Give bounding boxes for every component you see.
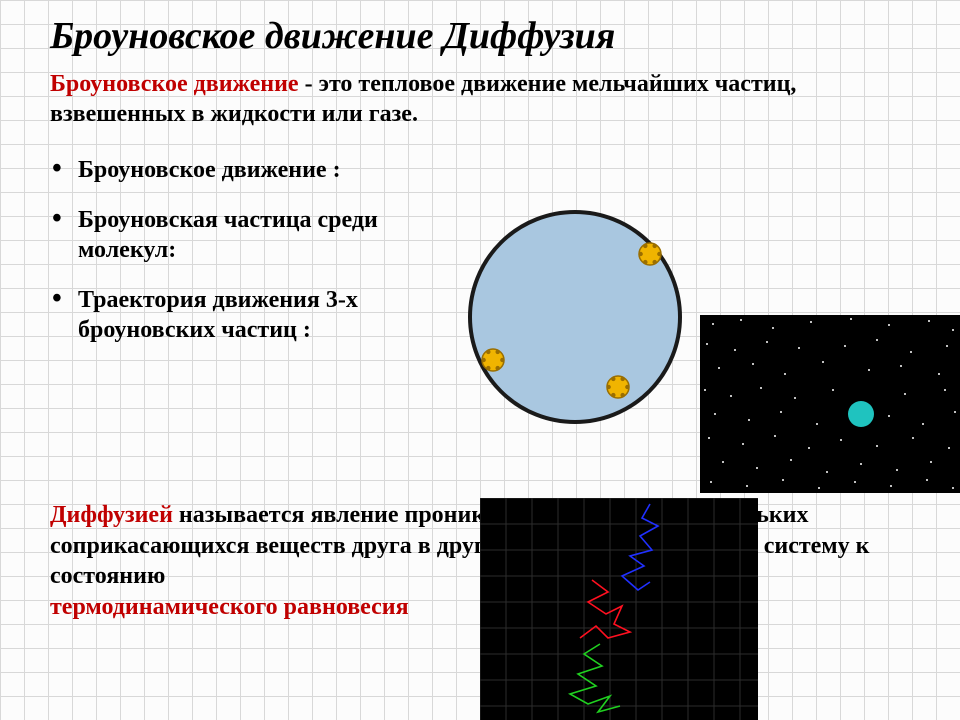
particle-among-molecules-figure [700, 315, 960, 493]
bullet-item: Траектория движения 3-х броуновских част… [50, 285, 450, 345]
term-thermo-eq: термодинамического равновесия [50, 594, 409, 620]
slide-title: Броуновское движение Диффузия [50, 14, 930, 59]
bullet-item: Броуновская частица среди молекул: [50, 205, 450, 265]
brownian-definition: Броуновское движение - это тепловое движ… [50, 69, 930, 129]
trajectory-figure [480, 498, 758, 720]
term-diffusion: Диффузией [50, 502, 173, 528]
bullet-item: Броуновское движение : [50, 155, 450, 185]
brownian-circle-figure [460, 202, 690, 432]
brownian-particle-icon [848, 401, 874, 427]
term-brownian: Броуновское движение [50, 71, 299, 97]
bullet-list: Броуновское движение : Броуновская части… [50, 155, 450, 345]
